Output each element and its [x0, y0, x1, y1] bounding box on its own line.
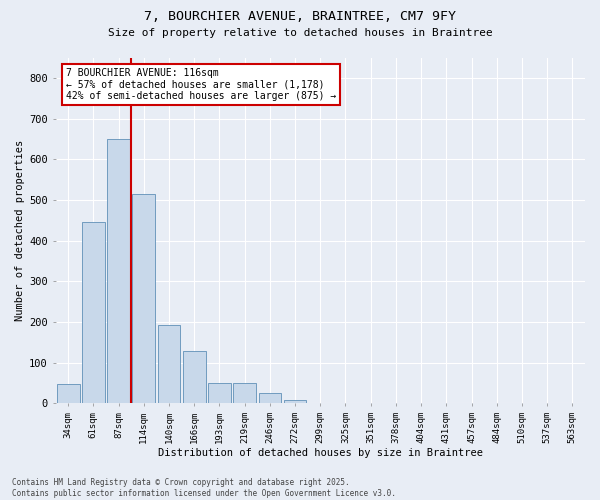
Text: Size of property relative to detached houses in Braintree: Size of property relative to detached ho…	[107, 28, 493, 38]
Text: 7, BOURCHIER AVENUE, BRAINTREE, CM7 9FY: 7, BOURCHIER AVENUE, BRAINTREE, CM7 9FY	[144, 10, 456, 23]
Bar	[284, 400, 307, 404]
Bar	[107, 139, 130, 404]
Bar	[208, 383, 231, 404]
Text: Contains HM Land Registry data © Crown copyright and database right 2025.
Contai: Contains HM Land Registry data © Crown c…	[12, 478, 396, 498]
Bar	[158, 325, 181, 404]
Bar	[57, 384, 80, 404]
Text: 7 BOURCHIER AVENUE: 116sqm
← 57% of detached houses are smaller (1,178)
42% of s: 7 BOURCHIER AVENUE: 116sqm ← 57% of deta…	[66, 68, 337, 101]
Bar	[233, 383, 256, 404]
Y-axis label: Number of detached properties: Number of detached properties	[15, 140, 25, 321]
Bar	[183, 352, 206, 404]
Bar	[82, 222, 105, 404]
Bar	[133, 194, 155, 404]
Bar	[309, 402, 332, 404]
Bar	[259, 394, 281, 404]
X-axis label: Distribution of detached houses by size in Braintree: Distribution of detached houses by size …	[158, 448, 483, 458]
